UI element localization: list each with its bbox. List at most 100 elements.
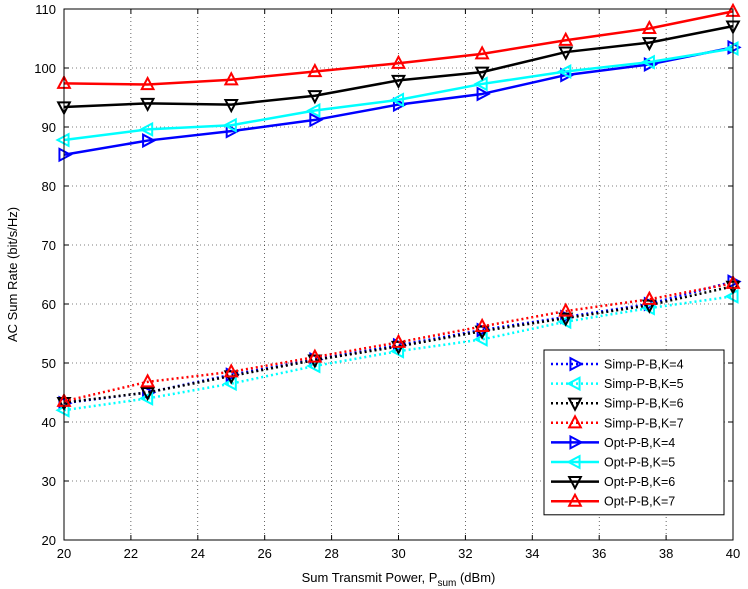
legend-label: Simp-P-B,K=4 — [604, 358, 684, 372]
series-line — [63, 46, 734, 156]
data-point — [558, 31, 574, 46]
x-tick-label: 30 — [391, 546, 405, 561]
y-axis-label: AC Sum Rate (bit/s/Hz) — [5, 207, 20, 342]
legend-box — [543, 349, 725, 516]
data-point — [390, 333, 407, 348]
x-axis-label-unit: (dBm) — [456, 570, 495, 585]
x-tick-label: 20 — [57, 546, 71, 561]
legend-marker — [567, 414, 583, 429]
data-point — [641, 19, 657, 35]
data-point — [724, 41, 739, 57]
data-point — [307, 348, 323, 363]
y-tick-label: 40 — [42, 415, 56, 430]
data-point — [390, 54, 407, 69]
data-point — [558, 302, 574, 317]
series-line — [63, 10, 734, 86]
legend-marker — [567, 397, 583, 412]
tick-labels: 20 22 24 26 28 30 32 34 36 38 40 20 30 40 50 60 70 80 90 10… — [34, 2, 740, 561]
legend-label: Simp-P-B,K=5 — [604, 377, 684, 391]
axis-ticks — [63, 8, 734, 541]
legend-marker — [569, 356, 584, 372]
series-line — [63, 24, 734, 109]
series-line — [63, 47, 734, 142]
legend-label: Simp-P-B,K=6 — [604, 397, 684, 411]
data-point — [392, 97, 408, 113]
y-tick-label: 80 — [42, 179, 56, 194]
series-layer — [55, 2, 742, 418]
series-line — [63, 282, 734, 403]
legend-items: Simp-P-B,K=4 Simp-P-B,K=5 Simp-P-B,K=6 Simp… — [551, 356, 684, 509]
legend-label: Opt-P-B,K=6 — [604, 475, 675, 489]
legend-marker — [566, 376, 581, 392]
data-point — [223, 99, 239, 114]
legend-item-opt-p-b-k-6: Opt-P-B,K=6 — [551, 475, 675, 491]
y-tick-label: 90 — [42, 120, 56, 135]
data-point — [389, 92, 405, 108]
legend-item-simp-p-b-k-5: Simp-P-B,K=5 — [551, 376, 684, 392]
legend-item-simp-p-b-k-6: Simp-P-B,K=6 — [551, 397, 684, 412]
x-tick-label: 26 — [257, 546, 271, 561]
series-opt-p-b-k-5 — [55, 41, 739, 148]
data-point — [390, 74, 407, 90]
data-point — [474, 45, 490, 60]
y-tick-label: 100 — [34, 61, 56, 76]
data-point — [223, 71, 239, 86]
data-point — [558, 46, 574, 61]
x-axis-label-main: Sum Transmit Power, P — [302, 570, 438, 585]
series-simp-p-b-k-5 — [55, 288, 739, 418]
x-tick-label: 32 — [458, 546, 472, 561]
legend: Simp-P-B,K=4 Simp-P-B,K=5 Simp-P-B,K=6 Simp… — [543, 349, 725, 516]
data-point — [138, 121, 154, 137]
x-axis-label: Sum Transmit Power, Psum (dBm) — [302, 570, 496, 589]
data-point — [307, 90, 323, 105]
y-tick-label: 50 — [42, 356, 56, 371]
data-point — [306, 102, 321, 118]
data-point — [473, 76, 488, 92]
data-point — [476, 86, 491, 102]
data-point — [557, 64, 572, 80]
data-point — [474, 66, 490, 81]
data-point — [140, 75, 156, 91]
data-point — [140, 386, 156, 402]
series-line — [63, 295, 734, 412]
data-point — [558, 312, 574, 327]
x-tick-label: 40 — [726, 546, 740, 561]
x-tick-label: 28 — [324, 546, 338, 561]
legend-marker — [567, 492, 583, 507]
data-point — [389, 343, 405, 359]
legend-label: Opt-P-B,K=5 — [604, 456, 675, 470]
legend-item-opt-p-b-k-5: Opt-P-B,K=5 — [551, 454, 675, 470]
legend-item-simp-p-b-k-4: Simp-P-B,K=4 — [551, 356, 684, 372]
data-point — [58, 147, 73, 163]
legend-marker — [567, 476, 583, 491]
x-tick-label: 24 — [191, 546, 205, 561]
x-tick-label: 38 — [659, 546, 673, 561]
legend-label: Opt-P-B,K=7 — [604, 495, 675, 509]
data-point — [641, 37, 657, 52]
legend-marker — [569, 434, 584, 450]
x-axis-label-subscript: sum — [437, 578, 456, 589]
y-tick-label: 110 — [35, 2, 56, 17]
series-line — [63, 285, 734, 404]
data-point — [474, 317, 490, 332]
legend-item-simp-p-b-k-7: Simp-P-B,K=7 — [551, 414, 684, 430]
y-tick-label: 70 — [42, 238, 56, 253]
data-point — [641, 299, 657, 314]
data-point — [142, 133, 157, 149]
legend-item-opt-p-b-k-4: Opt-P-B,K=4 — [551, 434, 675, 450]
legend-label: Opt-P-B,K=4 — [604, 436, 675, 450]
legend-label: Simp-P-B,K=7 — [604, 416, 684, 430]
y-tick-label: 60 — [42, 297, 56, 312]
x-tick-label: 22 — [124, 546, 138, 561]
data-point — [222, 117, 237, 133]
data-point — [140, 97, 156, 113]
data-point — [641, 290, 657, 305]
x-tick-label: 36 — [592, 546, 606, 561]
y-tick-label: 30 — [42, 474, 56, 489]
x-tick-label: 34 — [525, 546, 539, 561]
data-point — [307, 62, 323, 78]
y-tick-label: 20 — [42, 533, 56, 548]
legend-marker — [566, 454, 581, 470]
data-point — [724, 288, 739, 304]
